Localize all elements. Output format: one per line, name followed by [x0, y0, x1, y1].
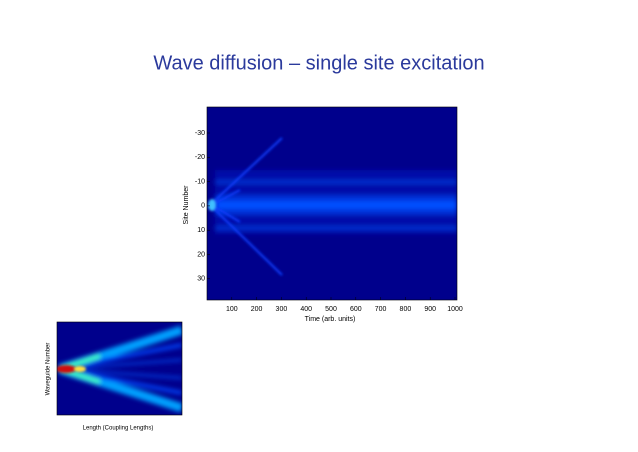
y-tick-label: 30 — [197, 276, 205, 283]
main-ylabel: Site Number — [183, 185, 190, 225]
main-xlabel: Time (arb. units) — [305, 316, 356, 323]
main-ticks: 100 200 300 400 500 600 700 800 900 1000-30-20-10… — [195, 130, 463, 313]
x-tick-label: 700 — [375, 306, 387, 313]
x-tick-label: 300 — [276, 306, 288, 313]
y-tick-label: 0 — [201, 203, 205, 210]
x-tick-label: 900 — [424, 306, 436, 313]
y-tick-label: -30 — [195, 130, 205, 137]
y-tick-label: -20 — [195, 154, 205, 161]
y-tick-label: 10 — [197, 227, 205, 234]
inset-xlabel: Length (Coupling Lengths) — [83, 426, 154, 432]
main-heatmap — [207, 107, 457, 300]
inset-heatmap — [57, 322, 182, 415]
x-tick-label: 500 — [325, 306, 337, 313]
x-tick-label: 200 — [251, 306, 263, 313]
inset-frame — [56, 321, 183, 416]
main-frame — [206, 106, 458, 301]
y-tick-label: -10 — [195, 178, 205, 185]
x-tick-label: 400 — [300, 306, 312, 313]
x-tick-label: 600 — [350, 306, 362, 313]
y-tick-label: 20 — [197, 251, 205, 258]
x-tick-label: 1000 — [447, 306, 463, 313]
slide-title: Wave diffusion – single site excitation — [153, 52, 484, 74]
x-tick-label: 100 — [226, 306, 238, 313]
x-tick-label: 800 — [400, 306, 412, 313]
inset-ylabel: Waveguide Number — [46, 343, 52, 396]
